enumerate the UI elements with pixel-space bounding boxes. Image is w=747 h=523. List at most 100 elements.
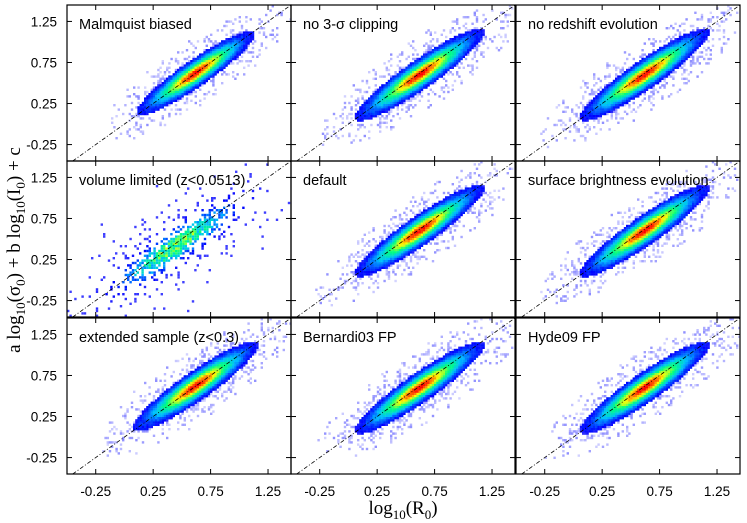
density-cell xyxy=(161,101,164,105)
density-cell xyxy=(177,60,180,63)
density-cell xyxy=(464,187,468,190)
density-cell xyxy=(460,44,463,47)
density-cell xyxy=(379,97,382,100)
density-cell xyxy=(414,218,417,221)
density-cell xyxy=(124,288,127,291)
density-cell xyxy=(564,264,567,267)
density-cell xyxy=(436,211,439,214)
density-cell xyxy=(431,73,435,76)
density-cell xyxy=(181,97,184,100)
density-cell xyxy=(590,262,594,265)
density-cell xyxy=(475,187,479,190)
density-cell xyxy=(440,60,443,63)
density-cell xyxy=(182,242,185,245)
density-cell xyxy=(229,40,233,43)
density-cell xyxy=(471,22,474,25)
density-cell xyxy=(188,68,191,72)
density-cell xyxy=(449,29,452,32)
density-cell xyxy=(606,104,609,107)
density-cell xyxy=(610,213,613,217)
density-cell xyxy=(687,33,690,36)
density-cell xyxy=(188,88,191,91)
density-cell xyxy=(247,40,250,43)
density-cell xyxy=(401,222,404,225)
density-cell xyxy=(407,88,410,91)
density-cell xyxy=(280,13,283,17)
density-cell xyxy=(385,268,388,272)
density-cell xyxy=(238,40,241,43)
density-cell xyxy=(440,224,443,228)
density-cell xyxy=(458,38,461,41)
density-cell xyxy=(601,95,605,98)
density-cell xyxy=(698,44,701,47)
density-cell xyxy=(185,90,189,94)
density-cell xyxy=(416,73,419,76)
density-cell xyxy=(471,200,474,203)
density-cell xyxy=(650,68,653,72)
density-cell xyxy=(153,264,156,267)
density-cell xyxy=(412,224,415,228)
density-cell xyxy=(383,255,386,258)
density-cell xyxy=(619,90,622,94)
density-cell xyxy=(243,38,246,41)
density-cell xyxy=(650,101,653,105)
density-cell xyxy=(420,238,424,241)
density-cell xyxy=(562,121,565,124)
density-cell xyxy=(500,27,503,30)
density-cell xyxy=(251,51,255,54)
density-cell xyxy=(194,230,197,233)
density-cell xyxy=(427,93,430,96)
density-cell xyxy=(436,77,439,80)
density-cell xyxy=(601,97,605,100)
density-cell xyxy=(467,46,470,50)
density-cell xyxy=(189,242,192,245)
density-cell xyxy=(363,110,366,113)
density-cell xyxy=(615,257,618,261)
density-cell xyxy=(615,262,618,265)
density-cell xyxy=(376,262,380,265)
density-cell xyxy=(319,286,322,289)
density-cell xyxy=(381,84,384,87)
density-cell xyxy=(210,53,213,56)
density-cell xyxy=(240,33,244,36)
density-cell xyxy=(678,38,682,41)
density-cell xyxy=(418,222,421,225)
density-cell xyxy=(214,60,217,63)
density-cell xyxy=(560,277,563,280)
density-cell xyxy=(188,90,191,94)
density-cell xyxy=(403,257,406,261)
density-cell xyxy=(475,216,479,219)
density-cell xyxy=(610,242,613,245)
density-cell xyxy=(438,229,441,232)
density-cell xyxy=(608,101,611,105)
density-cell xyxy=(124,257,127,260)
density-cell xyxy=(626,77,629,80)
density-cell xyxy=(379,235,382,239)
density-cell xyxy=(238,60,241,63)
density-cell xyxy=(462,202,465,206)
density-cell xyxy=(370,112,373,116)
density-cell xyxy=(722,42,726,45)
density-cell xyxy=(110,285,113,289)
density-cell xyxy=(659,64,662,67)
density-cell xyxy=(429,68,432,72)
density-cell xyxy=(429,49,432,52)
density-cell xyxy=(462,49,465,52)
density-cell xyxy=(232,206,235,209)
density-cell xyxy=(656,82,660,85)
density-cell xyxy=(429,60,432,63)
density-cell xyxy=(185,68,189,72)
density-cell xyxy=(427,62,430,65)
density-cell xyxy=(449,49,452,52)
density-cell xyxy=(445,62,448,65)
density-cell xyxy=(398,99,402,102)
density-cell xyxy=(449,216,452,219)
density-cell xyxy=(451,209,454,212)
density-cell xyxy=(656,68,660,72)
density-cell xyxy=(194,95,197,98)
density-cell xyxy=(689,24,693,28)
density-cell xyxy=(168,88,171,91)
density-cell xyxy=(139,242,142,245)
density-cell xyxy=(196,75,200,78)
density-cell xyxy=(368,71,371,74)
